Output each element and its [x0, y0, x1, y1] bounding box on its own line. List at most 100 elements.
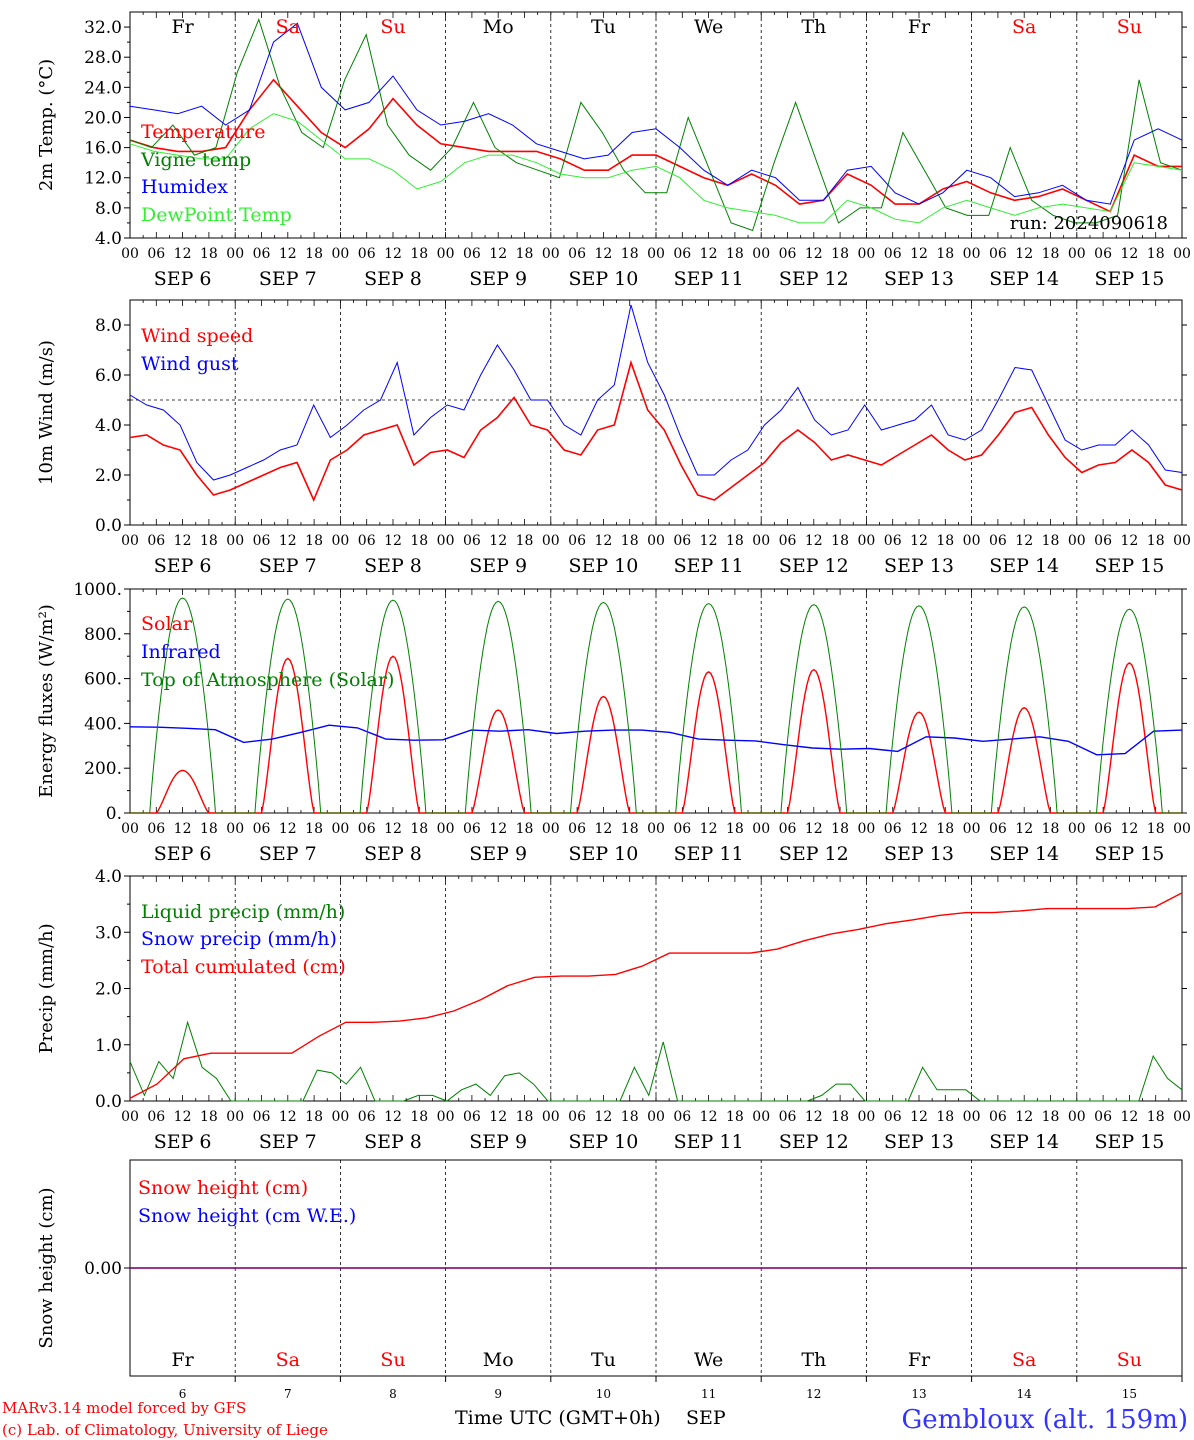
- legend-entry: Humidex: [141, 176, 228, 198]
- hour-label: 00: [752, 246, 770, 262]
- hour-label: 12: [384, 821, 402, 837]
- date-label: SEP 15: [1094, 843, 1164, 865]
- hour-label: 06: [568, 246, 586, 262]
- y-tick-label: 6.0: [95, 366, 122, 386]
- y-tick-label: 2.0: [95, 980, 122, 1000]
- y-tick-label: 0.0: [95, 1092, 122, 1112]
- hour-label: 00: [647, 1109, 665, 1125]
- hour-label: 12: [594, 1109, 612, 1125]
- hour-label: 00: [121, 246, 139, 262]
- day-of-week-label: Mo: [483, 16, 514, 38]
- date-label: SEP 9: [469, 843, 527, 865]
- day-of-week-label: Th: [801, 16, 826, 38]
- y-axis-label: Energy fluxes (W/m²): [36, 604, 57, 798]
- date-label: SEP 9: [469, 1131, 527, 1153]
- y-tick-label: 1.0: [95, 1036, 122, 1056]
- hour-label: 18: [936, 533, 954, 549]
- y-tick-label: 2.0: [95, 466, 122, 486]
- hour-label: 18: [305, 533, 323, 549]
- date-label: SEP 13: [884, 1131, 954, 1153]
- day-of-week-label: Sa: [1012, 1349, 1036, 1371]
- y-tick-label: 28.0: [84, 48, 122, 68]
- hour-label: 00: [226, 533, 244, 549]
- hour-label: 06: [884, 821, 902, 837]
- credit-lab: (c) Lab. of Climatology, University of L…: [2, 1421, 328, 1439]
- hour-label: 12: [1120, 1109, 1138, 1125]
- day-number-label: 12: [806, 1387, 821, 1401]
- hour-label: 06: [568, 821, 586, 837]
- hour-label: 12: [805, 821, 823, 837]
- hour-label: 18: [1042, 246, 1060, 262]
- date-label: SEP 14: [989, 555, 1059, 577]
- site-title: Gembloux (alt. 159m): [902, 1405, 1188, 1435]
- hour-label: 06: [147, 1109, 165, 1125]
- hour-label: 06: [673, 533, 691, 549]
- legend-entry: Wind gust: [141, 353, 239, 375]
- day-of-week-label: Fr: [908, 1349, 931, 1371]
- hour-label: 18: [1042, 533, 1060, 549]
- hour-label: 18: [1147, 821, 1165, 837]
- hour-label: 00: [1068, 246, 1086, 262]
- hour-label: 12: [174, 1109, 192, 1125]
- date-label: SEP 13: [884, 555, 954, 577]
- day-of-week-label: Fr: [171, 16, 194, 38]
- panel-frame: [129, 299, 1183, 526]
- day-number-label: 10: [596, 1387, 611, 1401]
- day-number-label: 9: [494, 1387, 502, 1401]
- day-of-week-label: Fr: [171, 1349, 194, 1371]
- hour-label: 06: [884, 1109, 902, 1125]
- date-label: SEP 7: [259, 555, 317, 577]
- hour-label: 00: [857, 1109, 875, 1125]
- hour-label: 12: [910, 246, 928, 262]
- date-label: SEP 8: [364, 555, 422, 577]
- hour-label: 12: [910, 533, 928, 549]
- series-line-top-of-atmosphere-solar-: [130, 597, 1182, 814]
- hour-label: 18: [621, 821, 639, 837]
- hour-label: 18: [831, 246, 849, 262]
- day-of-week-label: Th: [801, 1349, 826, 1371]
- date-label: SEP 13: [884, 843, 954, 865]
- hour-label: 06: [884, 246, 902, 262]
- panel-2: [124, 299, 1187, 526]
- hour-label: 00: [857, 533, 875, 549]
- hour-label: 12: [489, 533, 507, 549]
- legend-entry: Vigne temp: [140, 149, 251, 171]
- hour-label: 06: [989, 246, 1007, 262]
- hour-label: 12: [384, 1109, 402, 1125]
- hour-label: 18: [621, 533, 639, 549]
- hour-label: 12: [1120, 246, 1138, 262]
- hour-label: 18: [936, 1109, 954, 1125]
- hour-label: 18: [410, 246, 428, 262]
- hour-label: 06: [463, 533, 481, 549]
- legend-entry: Top of Atmosphere (Solar): [141, 669, 394, 691]
- hour-label: 18: [831, 1109, 849, 1125]
- date-label: SEP 13: [884, 268, 954, 290]
- hour-label: 06: [147, 821, 165, 837]
- hour-label: 06: [884, 533, 902, 549]
- hour-label: 00: [1068, 1109, 1086, 1125]
- hour-label: 12: [594, 246, 612, 262]
- y-axis-label: 2m Temp. (°C): [36, 59, 57, 191]
- hour-label: 18: [726, 533, 744, 549]
- hour-label: 12: [805, 533, 823, 549]
- hour-label: 06: [568, 1109, 586, 1125]
- hour-label: 18: [936, 246, 954, 262]
- hour-label: 18: [305, 821, 323, 837]
- hour-label: 00: [437, 1109, 455, 1125]
- date-label: SEP 7: [259, 1131, 317, 1153]
- date-label: SEP 9: [469, 555, 527, 577]
- hour-label: 00: [752, 821, 770, 837]
- date-label: SEP 12: [779, 555, 849, 577]
- date-label: SEP 10: [568, 268, 638, 290]
- series-line-humidex: [129, 22, 1183, 205]
- hour-label: 06: [989, 533, 1007, 549]
- hour-label: 06: [989, 821, 1007, 837]
- day-of-week-label: Mo: [483, 1349, 514, 1371]
- hour-label: 12: [700, 821, 718, 837]
- y-tick-label: 4.0: [95, 229, 122, 249]
- date-label: SEP 14: [989, 843, 1059, 865]
- day-of-week-label: We: [694, 16, 723, 38]
- date-label: SEP 6: [154, 268, 212, 290]
- hour-label: 18: [936, 821, 954, 837]
